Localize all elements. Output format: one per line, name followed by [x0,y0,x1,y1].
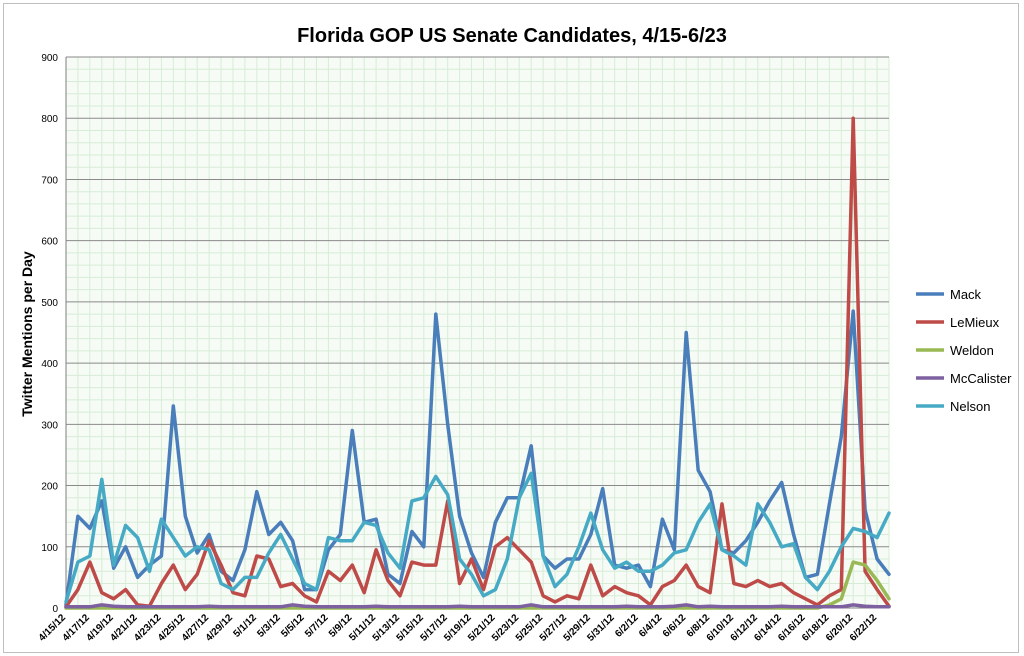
legend-label-mccalister: McCalister [950,371,1012,386]
legend: Mack LeMieux Weldon McCalister Nelson [916,287,1012,414]
x-tick-label: 5/1/12 [232,612,260,640]
series-lines [64,116,891,610]
chart-frame: Florida GOP US Senate Candidates, 4/15-6… [3,3,1019,653]
plot-area [66,57,889,608]
x-tick-label: 5/31/12 [585,612,617,644]
x-tick-label: 6/6/12 [661,612,689,640]
chart-title: Florida GOP US Senate Candidates, 4/15-6… [297,25,727,47]
y-tick-label: 300 [41,420,58,431]
x-tick-label: 6/22/12 [848,612,880,644]
y-tick-label: 400 [41,359,58,370]
x-tick-label: 6/2/12 [613,612,641,640]
series-line-mccalister [64,603,891,609]
series-line-lemieux [64,116,891,609]
legend-label-lemieux: LeMieux [950,315,1000,330]
line-chart: Florida GOP US Senate Candidates, 4/15-6… [19,25,1012,644]
y-tick-label: 0 [52,604,58,615]
x-tick-label: 5/3/12 [255,612,283,640]
y-tick-label: 200 [41,482,58,493]
y-tick-label: 600 [41,237,58,248]
y-tick-label: 900 [41,53,58,64]
x-tick-label: 4/29/12 [204,612,236,644]
legend-label-nelson: Nelson [950,399,990,414]
x-tick-label: 6/4/12 [637,612,665,640]
plot-background [66,57,889,608]
y-tick-labels: 0 100 200 300 400 500 600 700 800 900 [41,53,58,615]
y-tick-label: 100 [41,543,58,554]
legend-label-weldon: Weldon [950,343,994,358]
series-line-nelson [64,471,891,604]
x-tick-labels: 4/15/124/17/124/19/124/21/124/23/124/25/… [37,612,880,644]
x-tick-label: 5/5/12 [279,612,307,640]
y-tick-label: 800 [41,114,58,125]
y-tick-label: 700 [41,175,58,186]
x-tick-label: 5/7/12 [303,612,331,640]
legend-label-mack: Mack [950,287,982,302]
y-tick-label: 500 [41,298,58,309]
y-axis-label: Twitter Mentions per Day [19,251,35,417]
